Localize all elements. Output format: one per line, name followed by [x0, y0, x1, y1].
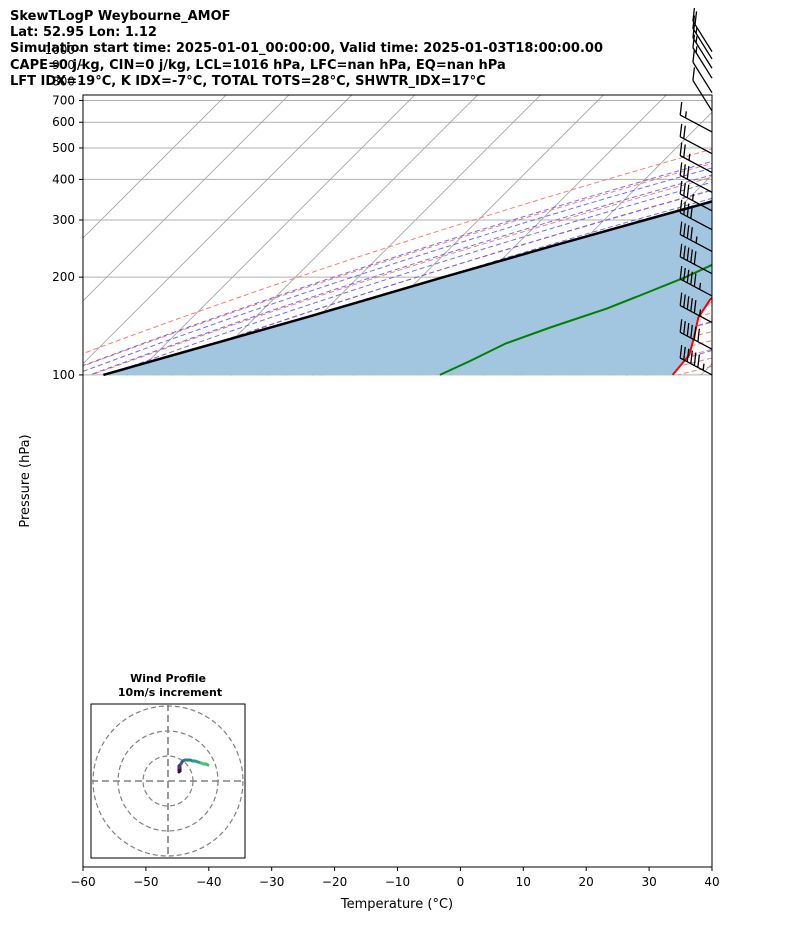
x-tick-label: 20 [579, 875, 594, 889]
wind-barb [679, 101, 713, 133]
x-tick-label: −10 [385, 875, 410, 889]
dry-adiabat-line [710, 374, 712, 376]
wind-barbs [679, 8, 713, 376]
parcel-profile-line [103, 200, 712, 377]
isotherm-line [134, 95, 416, 376]
isotherm-line [83, 95, 353, 365]
dewpoint-line [439, 263, 712, 376]
wind-barb [679, 319, 713, 350]
moist-adiabat-line [89, 174, 712, 376]
wind-barb [679, 142, 713, 174]
x-tick-label: −50 [133, 875, 158, 889]
y-axis-label: Pressure (hPa) [18, 434, 33, 527]
y-tick-label: 1000 [44, 43, 75, 57]
x-tick-label: −20 [322, 875, 347, 889]
y-tick-label: 700 [52, 93, 75, 107]
inset-subtitle: 10m/s increment [118, 686, 222, 699]
x-tick-label: 40 [704, 875, 719, 889]
wind-profile-inset: Wind Profile 10m/s increment [90, 672, 246, 859]
y-tick-label: 300 [52, 213, 75, 227]
y-tick-label: 200 [52, 270, 75, 284]
moist-adiabat-line [83, 167, 712, 372]
y-tick-label: 400 [52, 172, 75, 186]
wind-barb [692, 24, 713, 69]
moist-adiabat-line [147, 197, 712, 376]
hodograph-trace [177, 758, 210, 774]
wind-barb [679, 123, 713, 155]
header-cape-cin: CAPE=0 j/kg, CIN=0 j/kg, LCL=1016 hPa, L… [10, 58, 506, 73]
inset-rings [91, 704, 245, 858]
isotherm-line [700, 363, 712, 376]
dry-adiabat-line [91, 176, 712, 376]
wind-barb [679, 180, 713, 212]
isotherm-line [83, 95, 290, 302]
x-tick-label: −30 [259, 875, 284, 889]
wind-barb [679, 162, 713, 193]
isotherm-line [197, 95, 479, 376]
wind-barb [679, 292, 713, 324]
y-tick-label: 600 [52, 115, 75, 129]
isotherm-line [764, 43, 794, 375]
dry-adiabat-line [776, 43, 794, 375]
inset-title: Wind Profile [130, 672, 206, 685]
header-location: Lat: 52.95 Lon: 1.12 [10, 25, 157, 40]
y-tick-label: 500 [52, 141, 75, 155]
cape-cin-shading [103, 201, 712, 375]
dry-adiabat-line [743, 43, 794, 375]
x-tick-label: 30 [641, 875, 656, 889]
header-title: SkewTLogP Weybourne_AMOF [10, 9, 231, 24]
wind-barb [679, 266, 713, 297]
wind-barb [679, 344, 713, 376]
header-times: Simulation start time: 2025-01-01_00:00:… [10, 41, 603, 56]
wind-barb [692, 67, 713, 112]
wind-barb [679, 221, 713, 253]
dry-adiabat-line [83, 148, 712, 355]
wind-barb [692, 49, 713, 94]
wind-barb [679, 199, 713, 231]
moist-adiabat-line [83, 160, 712, 367]
y-tick-label: 900 [52, 58, 75, 72]
y-tick-label: 800 [52, 75, 75, 89]
x-tick-label: 0 [457, 875, 465, 889]
hodograph-segment [204, 762, 210, 767]
x-tick-label: −60 [70, 875, 95, 889]
header-indices: LFT IDX=19°C, K IDX=-7°C, TOTAL TOTS=28°… [10, 74, 486, 89]
x-axis-ticks: −60 −50 −40 −30 −20 −10 0 10 20 30 40 [70, 867, 720, 889]
wind-barb [692, 34, 713, 79]
x-tick-label: 10 [516, 875, 531, 889]
moist-adiabat-line [740, 43, 794, 375]
x-axis-label: Temperature (°C) [340, 897, 453, 912]
x-tick-label: −40 [196, 875, 221, 889]
isotherm-line [83, 95, 227, 239]
y-tick-label: 100 [52, 368, 75, 382]
wind-barb [692, 8, 713, 52]
wind-barb [679, 243, 713, 275]
